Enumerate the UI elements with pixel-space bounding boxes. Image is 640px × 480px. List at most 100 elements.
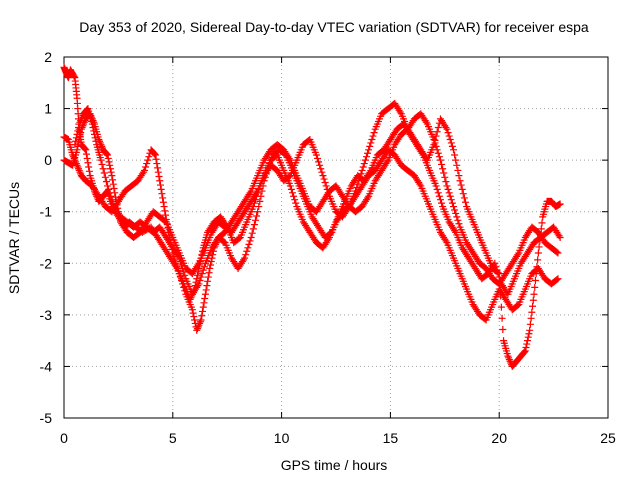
x-tick-label: 0 — [60, 430, 68, 446]
data-point — [499, 325, 507, 333]
data-point — [416, 180, 424, 188]
data-point — [201, 290, 209, 298]
data-point — [109, 180, 117, 188]
data-point — [451, 227, 459, 235]
data-point — [99, 165, 107, 173]
data-point — [312, 151, 320, 159]
data-point — [75, 123, 83, 131]
data-point — [446, 192, 454, 200]
data-point — [175, 270, 183, 278]
data-point — [80, 144, 88, 152]
data-point — [105, 158, 113, 166]
y-tick-label: -1 — [40, 204, 53, 220]
data-point — [383, 158, 391, 166]
data-point — [91, 134, 99, 142]
data-point — [525, 330, 533, 338]
data-point — [180, 268, 188, 276]
data-point — [442, 237, 450, 245]
x-axis-label: GPS time / hours — [281, 457, 388, 473]
data-point — [433, 185, 441, 193]
data-point — [250, 221, 258, 229]
data-point — [521, 347, 529, 355]
data-point — [181, 287, 189, 295]
data-point — [460, 194, 468, 202]
data-point — [436, 156, 444, 164]
data-point — [144, 156, 152, 164]
data-point — [107, 168, 115, 176]
data-point — [203, 282, 211, 290]
data-point — [200, 263, 208, 271]
data-point — [530, 290, 538, 298]
data-point — [498, 314, 506, 322]
axis-ticks: 0 5 10 15 20 25 -5 -4 -3 -2 -1 0 1 2 — [40, 49, 616, 446]
data-point — [89, 123, 97, 131]
data-point — [106, 189, 114, 197]
data-point — [145, 153, 153, 161]
data-point — [72, 134, 80, 142]
y-axis-label: SDTVAR / TECUs — [6, 182, 22, 294]
data-point — [444, 129, 452, 137]
data-point — [435, 153, 443, 161]
data-point — [364, 149, 372, 157]
data-point — [535, 243, 543, 251]
data-point — [432, 142, 440, 150]
data-point — [461, 198, 469, 206]
data-point — [448, 199, 456, 207]
data-point — [98, 160, 106, 168]
data-point — [367, 139, 375, 147]
data-point — [452, 209, 460, 217]
data-point — [369, 132, 377, 140]
data-point — [198, 270, 206, 278]
data-point — [434, 189, 442, 197]
data-point — [195, 321, 203, 329]
data-point — [527, 314, 535, 322]
data-point — [447, 139, 455, 147]
data-point — [528, 308, 536, 316]
data-point — [433, 128, 441, 136]
data-point — [534, 249, 542, 257]
data-point — [523, 337, 531, 345]
data-point — [188, 306, 196, 314]
data-point — [139, 168, 147, 176]
data-point — [494, 269, 502, 277]
data-point — [77, 115, 85, 123]
data-point — [255, 203, 263, 211]
data-point — [439, 165, 447, 173]
data-point — [365, 146, 373, 154]
data-point — [505, 356, 513, 364]
data-point — [193, 275, 201, 283]
data-point — [434, 149, 442, 157]
data-point — [159, 194, 167, 202]
data-point — [432, 182, 440, 190]
data-point — [454, 216, 462, 224]
data-point — [251, 216, 259, 224]
data-point — [92, 137, 100, 145]
data-point — [514, 251, 522, 259]
data-marks — [60, 63, 564, 370]
data-point — [178, 261, 186, 269]
data-point — [112, 197, 120, 205]
data-point — [160, 203, 168, 211]
y-tick-label: -4 — [40, 358, 53, 374]
data-point — [320, 175, 328, 183]
data-point — [193, 326, 201, 334]
data-point — [538, 219, 546, 227]
data-point — [360, 160, 368, 168]
data-point — [459, 190, 467, 198]
data-point — [526, 320, 534, 328]
data-point — [256, 197, 264, 205]
data-point — [202, 286, 210, 294]
data-point — [141, 166, 149, 174]
data-point — [355, 177, 363, 185]
data-point — [82, 150, 90, 158]
data-point — [556, 200, 564, 208]
plot-frame — [63, 56, 609, 419]
data-point — [103, 150, 111, 158]
data-point — [111, 193, 119, 201]
data-point — [81, 145, 89, 153]
data-point — [73, 130, 81, 138]
data-point — [158, 190, 166, 198]
data-point — [194, 323, 202, 331]
data-point — [450, 146, 458, 154]
data-point — [199, 266, 207, 274]
